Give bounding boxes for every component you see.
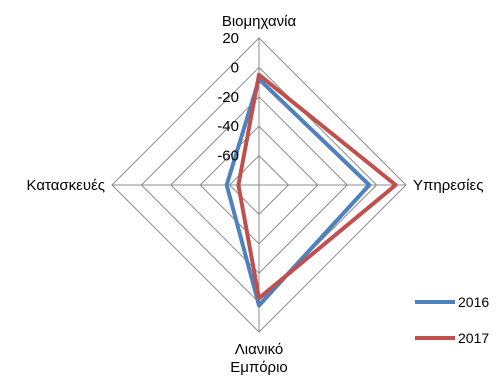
series-line-2017 <box>236 72 398 301</box>
axis-label: Λιανικό Εμπόριο <box>230 341 288 376</box>
tick-label: -40 <box>217 118 239 135</box>
tick-label: 0 <box>231 59 239 76</box>
axis-label: Κατασκευές <box>27 177 105 194</box>
series-line-2016 <box>224 77 372 308</box>
tick-label: -60 <box>217 148 239 165</box>
series-layer <box>224 72 398 308</box>
tick-label: -20 <box>217 89 239 106</box>
axis-label: Βιομηχανία <box>222 13 297 30</box>
legend: 2016 2017 <box>415 294 489 346</box>
legend-label-2017: 2017 <box>458 330 489 346</box>
legend-label-2016: 2016 <box>458 294 489 310</box>
axis-label: Υπηρεσίες <box>413 177 483 194</box>
tick-label: 20 <box>222 30 239 47</box>
axis-label-layer: Βιομηχανία Υπηρεσίες Λιανικό Εμπόριο Κατασκε… <box>27 13 484 376</box>
tick-label-layer: 20 0 -20 -40 -60 <box>217 30 239 165</box>
